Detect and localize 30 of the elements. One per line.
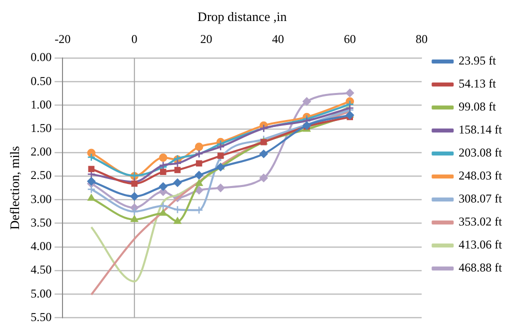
y-tick-label: 4.00 [30,239,52,254]
y-tick-label: 1.00 [30,97,52,112]
legend-label: 353.02 ft [458,214,503,229]
y-tick-label: 0.00 [30,50,52,64]
y-tick-label: 2.50 [30,168,52,182]
y-tick-label: 4.50 [30,262,52,277]
x-tick-label: 40 [272,32,284,46]
legend-label: 468.88 ft [458,260,503,275]
legend-label: 248.03 ft [458,168,503,183]
x-axis-title: Drop distance ,in [198,9,288,24]
x-tick-label: -20 [54,32,71,46]
legend-label: 23.95 ft [458,54,497,68]
y-tick-label: 3.00 [30,192,52,206]
legend-label: 308.07 ft [458,192,503,206]
legend-label: 158.14 ft [458,122,503,137]
legend-label: 203.08 ft [458,146,503,160]
x-tick-label: 0 [131,32,138,46]
legend-label: 413.06 ft [458,238,503,252]
y-tick-label: 0.50 [30,74,52,88]
x-tick-label: 60 [344,32,356,46]
y-axis-title: Deflection, mils [7,146,22,230]
y-tick-label: 2.00 [30,144,52,159]
legend-label: 99.08 ft [458,100,497,114]
y-tick-label: 5.50 [30,310,52,324]
x-tick-label: 20 [200,32,212,46]
y-tick-label: 3.50 [30,215,52,230]
legend-label: 54.13 ft [458,76,497,91]
x-tick-label: 80 [416,32,428,46]
y-tick-label: 1.50 [30,121,52,136]
y-tick-label: 5.00 [30,286,52,300]
